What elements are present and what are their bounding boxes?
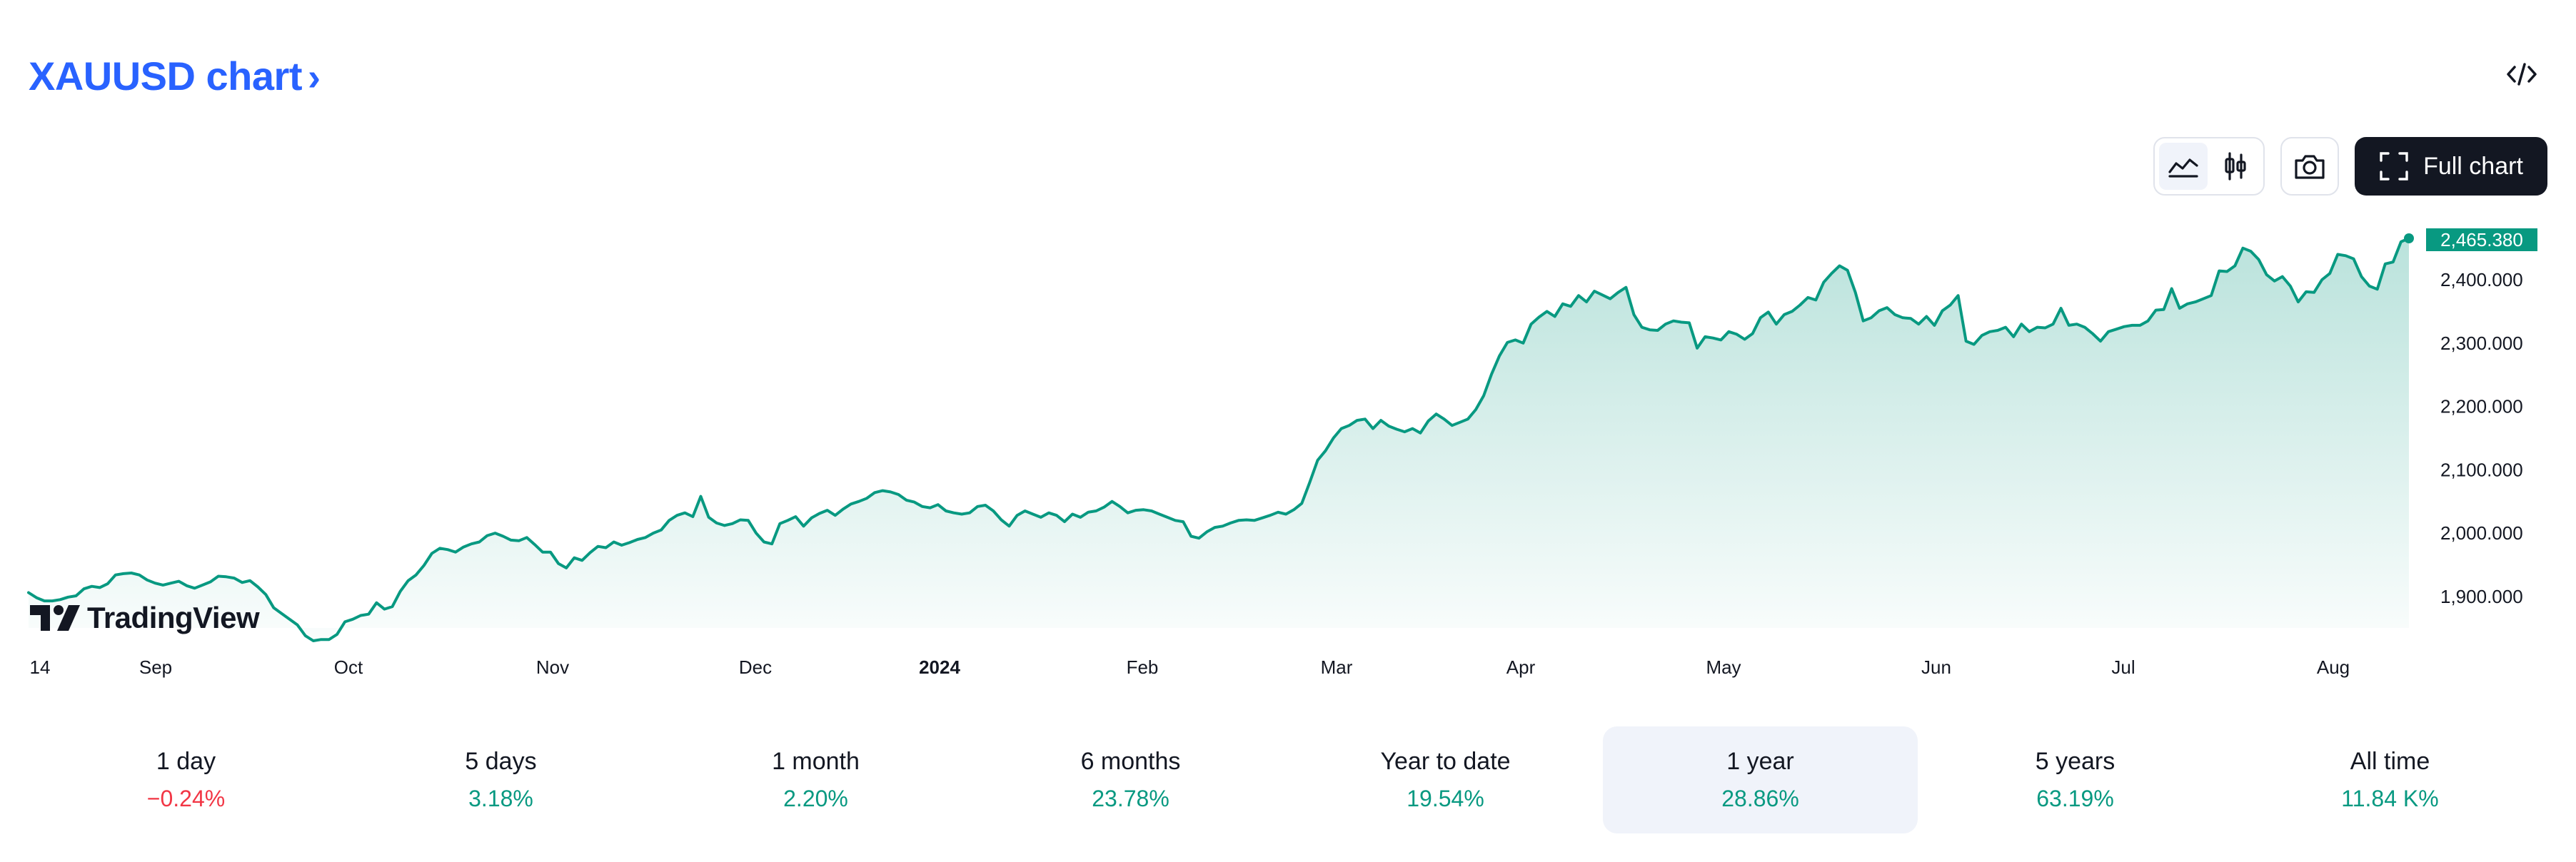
- y-tick-label: 2,300.000: [2440, 333, 2523, 354]
- x-tick-label: Feb: [1127, 656, 1159, 678]
- tradingview-logo-mark: [30, 605, 50, 631]
- y-tick-label: 2,200.000: [2440, 396, 2523, 417]
- x-tick-label: 2024: [919, 656, 960, 678]
- y-axis: 1,900.000 2,000.000 2,100.000 2,200.000 2,30…: [2440, 269, 2523, 607]
- period-5-days[interactable]: 5 days 3.18%: [343, 726, 658, 833]
- x-tick-label: Sep: [139, 656, 172, 678]
- chart-title-link[interactable]: XAUUSD chart ›: [29, 47, 321, 104]
- snapshot-button[interactable]: [2280, 137, 2339, 196]
- area-chart-icon: [2168, 158, 2198, 178]
- tradingview-logo-slash: [57, 605, 80, 631]
- y-tick-label: 2,400.000: [2440, 269, 2523, 290]
- x-axis: 14 Sep Oct Nov Dec 2024 Feb Mar Apr May Jun Jul Aug: [30, 656, 2350, 678]
- period-change: 63.19%: [2036, 786, 2114, 811]
- period-label: 1 year: [1726, 748, 1794, 775]
- candlestick-icon: [2225, 152, 2246, 181]
- area-chart-button[interactable]: [2159, 143, 2208, 190]
- period-change: 19.54%: [1407, 786, 1484, 811]
- chart-style-toggle: [2153, 137, 2265, 196]
- period-change: 2.20%: [783, 786, 848, 811]
- period-year-to-date[interactable]: Year to date 19.54%: [1288, 726, 1603, 833]
- period-change: 23.78%: [1092, 786, 1169, 811]
- full-chart-label: Full chart: [2423, 152, 2523, 180]
- period-1-day[interactable]: 1 day −0.24%: [29, 726, 343, 833]
- full-chart-button[interactable]: Full chart: [2355, 137, 2547, 196]
- x-tick-label: Jun: [1921, 656, 1951, 678]
- period-all-time[interactable]: All time 11.84 K%: [2233, 726, 2547, 833]
- price-chart[interactable]: 1,900.000 2,000.000 2,100.000 2,200.000 2,30…: [0, 214, 2576, 699]
- period-label: 5 days: [465, 748, 537, 775]
- x-tick-label: May: [1706, 656, 1741, 678]
- x-tick-label: Jul: [2111, 656, 2135, 678]
- y-tick-label: 2,000.000: [2440, 522, 2523, 544]
- period-change: 11.84 K%: [2341, 786, 2439, 811]
- tradingview-logo: TradingView: [30, 601, 260, 634]
- chart-title: XAUUSD chart: [29, 53, 302, 98]
- period-label: Year to date: [1380, 748, 1511, 775]
- x-tick-label: Aug: [2317, 656, 2350, 678]
- period-change: 3.18%: [468, 786, 533, 811]
- period-5-years[interactable]: 5 years 63.19%: [1918, 726, 2233, 833]
- period-label: 1 day: [156, 748, 216, 775]
- period-1-month[interactable]: 1 month 2.20%: [658, 726, 973, 833]
- x-tick-label: 14: [30, 656, 51, 678]
- camera-icon: [2295, 155, 2325, 179]
- price-line: [27, 237, 2410, 642]
- x-tick-label: Mar: [1321, 656, 1353, 678]
- period-change: 28.86%: [1721, 786, 1799, 811]
- y-tick-label: 2,100.000: [2440, 459, 2523, 480]
- x-tick-label: Nov: [536, 656, 569, 678]
- period-6-months[interactable]: 6 months 23.78%: [973, 726, 1288, 833]
- svg-text:2,465.380: 2,465.380: [2440, 229, 2523, 250]
- period-label: 6 months: [1080, 748, 1181, 775]
- embed-code-button[interactable]: [2496, 54, 2547, 94]
- period-1-year[interactable]: 1 year 28.86%: [1603, 726, 1918, 833]
- x-tick-label: Dec: [739, 656, 772, 678]
- period-label: All time: [2350, 748, 2430, 775]
- y-tick-label: 1,900.000: [2440, 586, 2523, 607]
- code-icon: [2507, 63, 2537, 86]
- period-change: −0.24%: [146, 786, 226, 811]
- performance-periods: 1 day −0.24% 5 days 3.18% 1 month 2.20% 6 mont…: [29, 726, 2547, 833]
- x-tick-label: Oct: [334, 656, 363, 678]
- last-price-label: 2,465.380: [2426, 228, 2537, 251]
- period-label: 5 years: [2035, 748, 2115, 775]
- price-area-fill: [29, 238, 2409, 641]
- candlestick-chart-button[interactable]: [2210, 143, 2259, 190]
- tradingview-logo-dot: [54, 605, 64, 615]
- last-price-dot: [2404, 233, 2414, 243]
- tradingview-wordmark: TradingView: [87, 601, 260, 634]
- x-tick-label: Apr: [1506, 656, 1536, 678]
- chevron-right-icon: ›: [307, 56, 321, 98]
- period-label: 1 month: [772, 748, 860, 775]
- fullscreen-icon: [2380, 152, 2408, 181]
